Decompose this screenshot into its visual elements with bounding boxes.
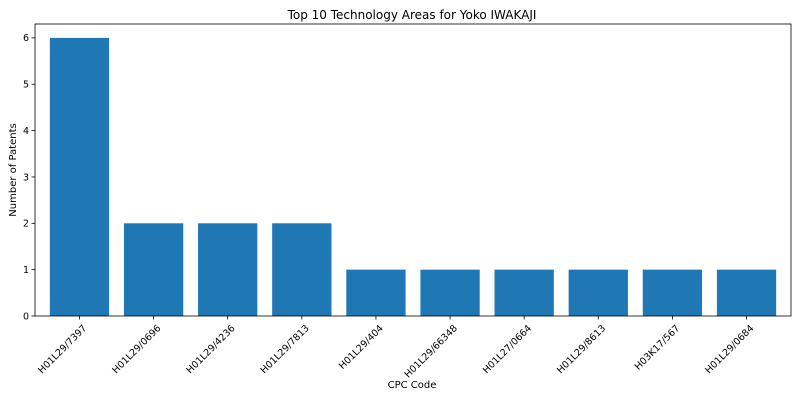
bar-9 <box>717 270 776 316</box>
x-axis-label: CPC Code <box>388 380 437 391</box>
bar-2 <box>198 223 257 316</box>
y-axis-label: Number of Patents <box>8 123 19 216</box>
bar-3 <box>272 223 331 316</box>
bar-8 <box>643 270 702 316</box>
y-tick-label-0: 0 <box>23 311 29 322</box>
bar-1 <box>124 223 183 316</box>
bar-4 <box>346 270 405 316</box>
y-tick-label-6: 6 <box>23 33 29 44</box>
y-tick-label-3: 3 <box>23 172 29 183</box>
bar-5 <box>420 270 479 316</box>
bar-7 <box>569 270 628 316</box>
y-tick-label-2: 2 <box>23 219 29 230</box>
bar-0 <box>50 38 109 316</box>
y-tick-label-5: 5 <box>23 80 29 91</box>
y-tick-label-4: 4 <box>23 126 29 137</box>
y-tick-label-1: 1 <box>23 265 29 276</box>
chart-title: Top 10 Technology Areas for Yoko IWAKAJI <box>287 8 537 22</box>
bar-6 <box>495 270 554 316</box>
